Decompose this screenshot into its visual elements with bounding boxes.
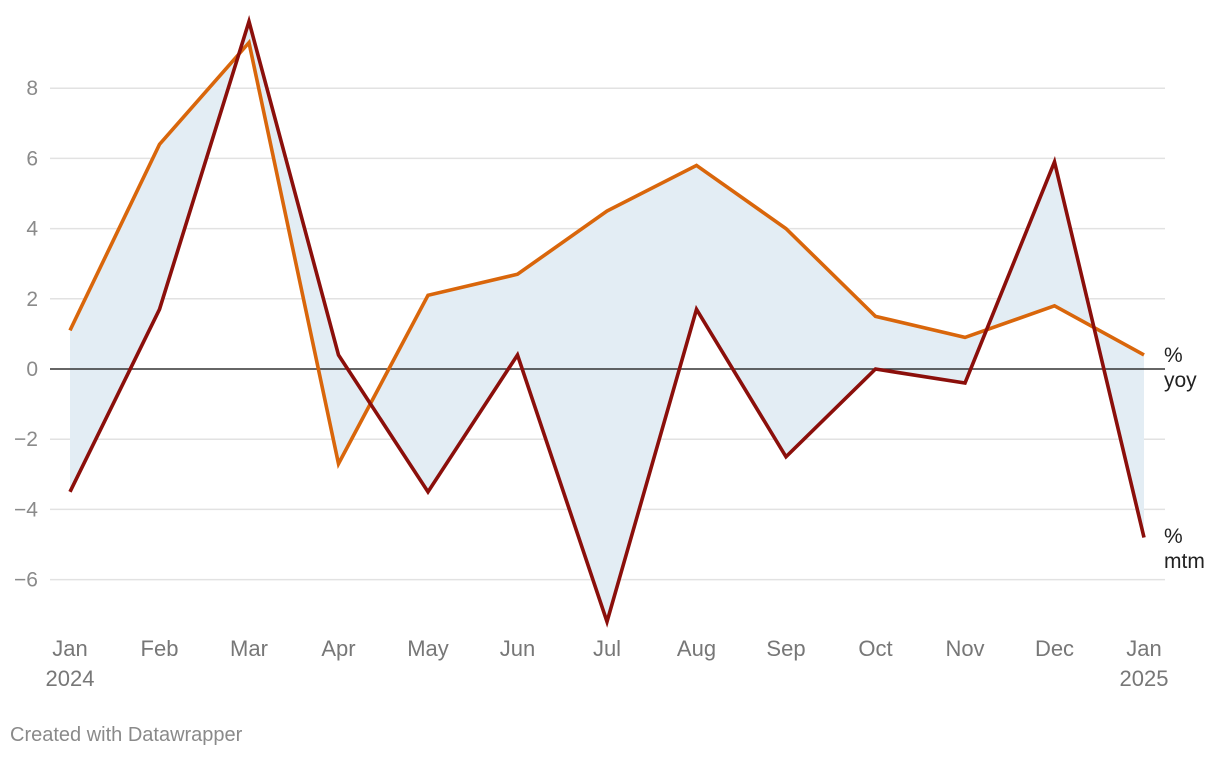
x-tick-label: Jul xyxy=(593,636,621,661)
x-axis-ticks: Jan 2024 Feb Mar Apr May Jun Jul Aug Sep Oct Nov Dec… xyxy=(46,636,1169,691)
series-label-mtm: mtm xyxy=(1164,550,1205,573)
y-tick-label: −6 xyxy=(14,569,38,592)
y-tick-label: 4 xyxy=(26,218,38,241)
x-tick-label: Aug xyxy=(677,636,716,661)
x-tick-year: 2025 xyxy=(1120,666,1169,691)
x-tick-label: May xyxy=(407,636,449,661)
y-tick-label: 6 xyxy=(26,147,38,170)
series-labels: %yoy%mtm xyxy=(1164,344,1205,573)
y-axis-ticks: 8 6 4 2 0 −2 −4 −6 xyxy=(14,77,38,591)
x-tick-label: Feb xyxy=(141,636,179,661)
range-fill xyxy=(70,21,1144,622)
x-tick-label: Nov xyxy=(945,636,984,661)
y-tick-label: 0 xyxy=(26,358,38,381)
x-tick-year: 2024 xyxy=(46,666,95,691)
series-label-yoy: yoy xyxy=(1164,369,1197,392)
x-tick-label: Dec xyxy=(1035,636,1074,661)
y-tick-label: 8 xyxy=(26,77,38,100)
x-tick-label: Mar xyxy=(230,636,268,661)
area-between-series xyxy=(70,21,1144,622)
series-lines xyxy=(68,15,1146,628)
x-tick-label: Sep xyxy=(766,636,805,661)
x-tick-label: Jan xyxy=(1126,636,1161,661)
x-tick-label: Jun xyxy=(500,636,535,661)
y-tick-label: −2 xyxy=(14,428,38,451)
series-label-mtm-symbol: % xyxy=(1164,525,1183,548)
series-line-yoy xyxy=(68,38,1145,469)
x-tick-label: Jan xyxy=(52,636,87,661)
series-line-mtm xyxy=(68,15,1146,628)
y-tick-label: −4 xyxy=(14,498,38,521)
credit-text: Created with Datawrapper xyxy=(10,724,243,746)
series-label-yoy-symbol: % xyxy=(1164,344,1183,367)
x-tick-label: Apr xyxy=(321,636,355,661)
y-tick-label: 2 xyxy=(26,288,38,311)
x-tick-label: Oct xyxy=(858,636,892,661)
